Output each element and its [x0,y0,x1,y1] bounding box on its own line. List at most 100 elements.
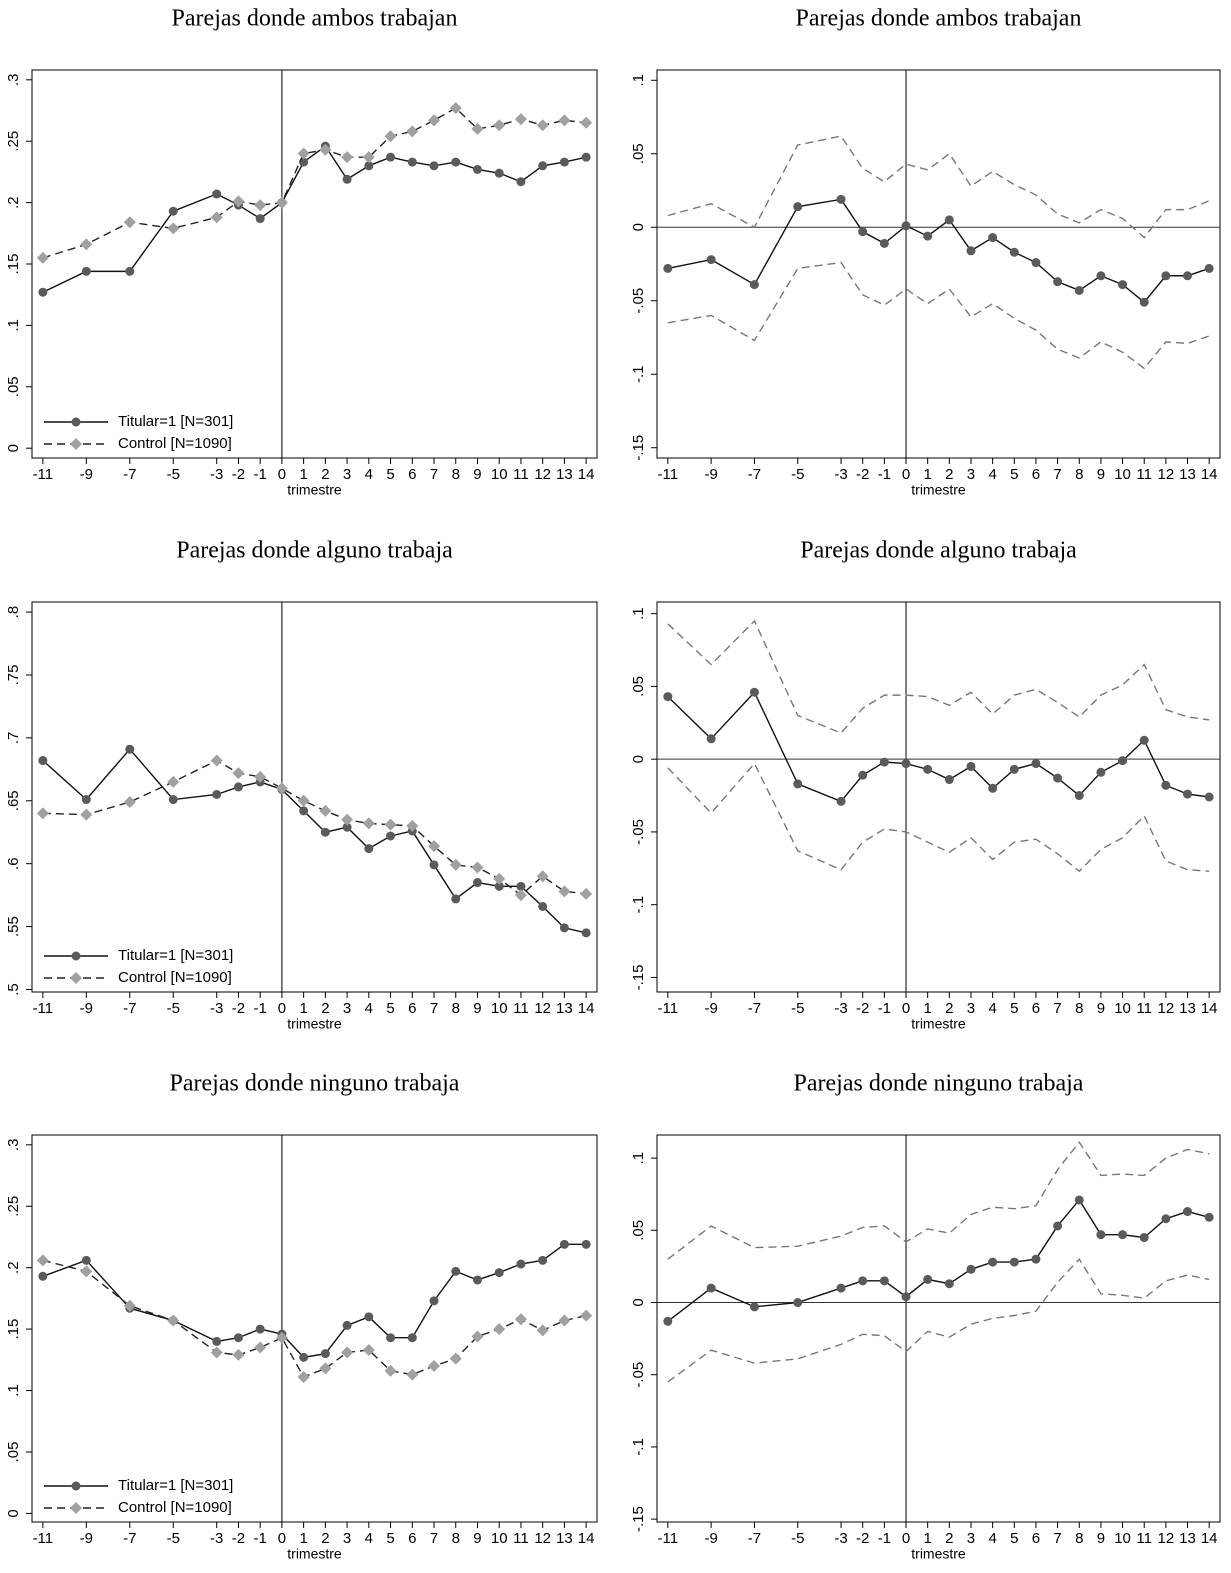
point [210,1346,223,1359]
y-tick-label: -.05 [630,819,647,845]
x-tick-label: 7 [430,1000,438,1017]
x-tick-label: 7 [430,1530,438,1547]
x-tick-label: -7 [123,466,136,483]
point [1204,792,1214,802]
point [1053,773,1063,783]
point [706,734,716,744]
point [749,687,759,697]
x-axis-label: trimestre [287,1546,342,1562]
x-tick-label: 8 [452,466,460,483]
point [36,1254,49,1267]
x-tick-label: 0 [902,1530,910,1547]
point [254,770,267,783]
point [858,1276,868,1286]
x-tick-label: -7 [123,1000,136,1017]
x-tick-label: 11 [513,1000,529,1017]
point [559,923,569,933]
point [1009,1257,1019,1267]
y-tick-label: -.15 [630,1506,647,1532]
point [342,822,352,832]
y-tick-label: .1 [630,1152,647,1165]
series-line [667,619,1210,734]
x-tick-label: 3 [343,466,351,483]
x-tick-label: -7 [748,1000,761,1017]
x-tick-label: 13 [1179,1000,1196,1017]
x-axis-label: trimestre [911,1546,966,1562]
x-tick-label: -3 [210,1000,223,1017]
y-tick-label: -.05 [630,1362,647,1388]
x-tick-label: 3 [967,1530,975,1547]
point [38,1271,48,1281]
x-tick-label: 6 [1032,1530,1040,1547]
y-tick-label: 0 [630,223,647,231]
x-tick-label: 2 [945,466,953,483]
point [428,1359,441,1372]
panel: Parejas donde ambos trabajan 0 .05 .1 .15 .2.… [5,6,598,498]
point [1139,297,1149,307]
point [449,102,462,115]
x-tick-label: -5 [167,1530,180,1547]
point [297,794,310,807]
x-tick-label: 6 [408,1000,416,1017]
x-axis-label: trimestre [287,482,342,498]
legend-label: Titular=1 [N=301] [118,413,233,430]
x-tick-label: 14 [1201,1530,1218,1547]
point [429,161,439,171]
x-tick-label: 2 [945,1000,953,1017]
y-tick-label: 0 [5,444,22,452]
x-tick-label: 8 [1075,466,1083,483]
x-tick-label: 11 [1136,466,1152,483]
y-tick-label: .6 [5,857,22,870]
x-tick-label: 3 [343,1530,351,1547]
point [1074,1195,1084,1205]
x-tick-label: -1 [254,1530,267,1547]
point [706,1283,716,1293]
point [1118,1230,1128,1240]
point [988,783,998,793]
x-tick-label: 6 [1032,466,1040,483]
point [472,1275,482,1285]
point [275,782,288,795]
x-tick-label: 11 [513,1530,529,1547]
point [1118,756,1128,766]
point [901,759,911,769]
x-tick-label: -2 [856,466,869,483]
x-tick-label: 3 [967,466,975,483]
point [858,770,868,780]
point [210,754,223,767]
point [386,1333,396,1343]
point [364,844,374,854]
legend-label: Control [N=1090] [118,435,232,452]
point [471,1330,484,1343]
point [471,122,484,135]
x-tick-label: -1 [878,466,891,483]
point [1053,277,1063,287]
x-tick-label: 1 [299,1000,307,1017]
point [362,151,375,164]
point [1074,791,1084,801]
point [514,113,527,126]
point [386,831,396,841]
point [559,1239,569,1249]
x-tick-label: -7 [748,1530,761,1547]
x-tick-label: -2 [856,1530,869,1547]
x-tick-label: 10 [491,1000,508,1017]
point [493,872,506,885]
point [212,789,222,799]
point [428,114,441,127]
point [879,1276,889,1286]
point [342,1320,352,1330]
point [297,147,310,160]
point [212,189,222,199]
x-tick-label: -3 [834,1530,847,1547]
x-tick-label: -5 [791,1530,804,1547]
x-tick-label: -2 [232,1530,245,1547]
x-tick-label: -9 [80,1530,93,1547]
x-tick-label: 1 [924,1530,932,1547]
panel: Parejas donde alguno trabaja -.15 -.1 -.05 0… [630,538,1221,1032]
y-tick-label: .75 [5,665,22,686]
x-tick-label: 4 [988,1000,996,1017]
point [429,1296,439,1306]
point [125,744,135,754]
x-tick-label: 9 [473,1530,481,1547]
